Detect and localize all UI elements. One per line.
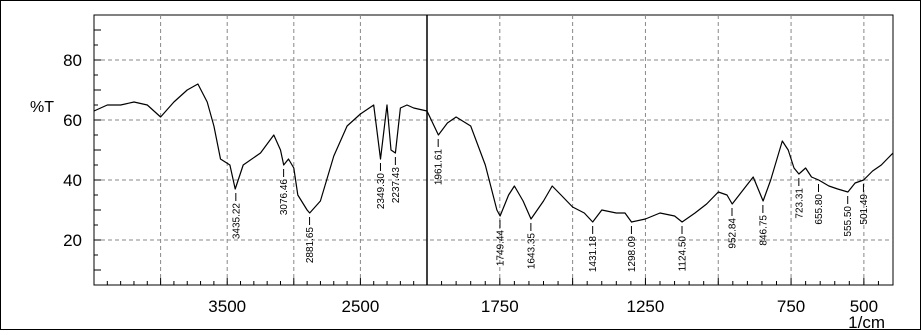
peak-label: 846.75 [758, 215, 769, 246]
peak-label: 2237.43 [391, 167, 402, 204]
y-tick-label: 20 [63, 231, 82, 250]
y-tick-label: 40 [63, 171, 82, 190]
y-tick-label: 60 [63, 111, 82, 130]
series-layer [93, 83, 894, 223]
peak-label-layer: 3435.22 3076.46 2881.65 2349.30 2237.43 1961.… [231, 139, 870, 272]
peak-label: 723.31 [794, 188, 805, 219]
peak-label: 655.80 [814, 194, 825, 225]
grid-layer [94, 15, 893, 285]
y-tick-label: 80 [63, 51, 82, 70]
peak-label: 952.84 [728, 218, 739, 249]
peak-label: 1749.44 [496, 230, 507, 267]
spectrum-line [93, 83, 894, 223]
x-axis-label: 1/cm [848, 313, 885, 330]
peak-label: 501.49 [859, 194, 870, 225]
peak-label: 1643.35 [526, 233, 537, 270]
x-tick-label: 500 [850, 297, 878, 316]
peak-label: 1961.61 [434, 149, 445, 186]
peak-label: 1298.09 [627, 236, 638, 273]
peak-label: 1431.18 [588, 236, 599, 273]
peak-label: 2881.65 [305, 227, 316, 264]
x-tick-label: 1250 [627, 297, 665, 316]
x-tick-label: 2500 [341, 297, 379, 316]
axis-layer: 3500 2500 1750 1250 750 500 20 40 60 80 [63, 15, 894, 316]
y-axis-label: %T [30, 99, 54, 116]
peak-label: 3435.22 [231, 203, 242, 240]
peak-label: 3076.46 [279, 179, 290, 216]
x-tick-label: 1750 [481, 297, 519, 316]
peak-label: 2349.30 [376, 173, 387, 210]
peak-label: 1124.50 [678, 236, 689, 272]
peak-label: 555.50 [843, 206, 854, 237]
x-tick-label: 3500 [208, 297, 246, 316]
x-tick-label: 750 [777, 297, 805, 316]
